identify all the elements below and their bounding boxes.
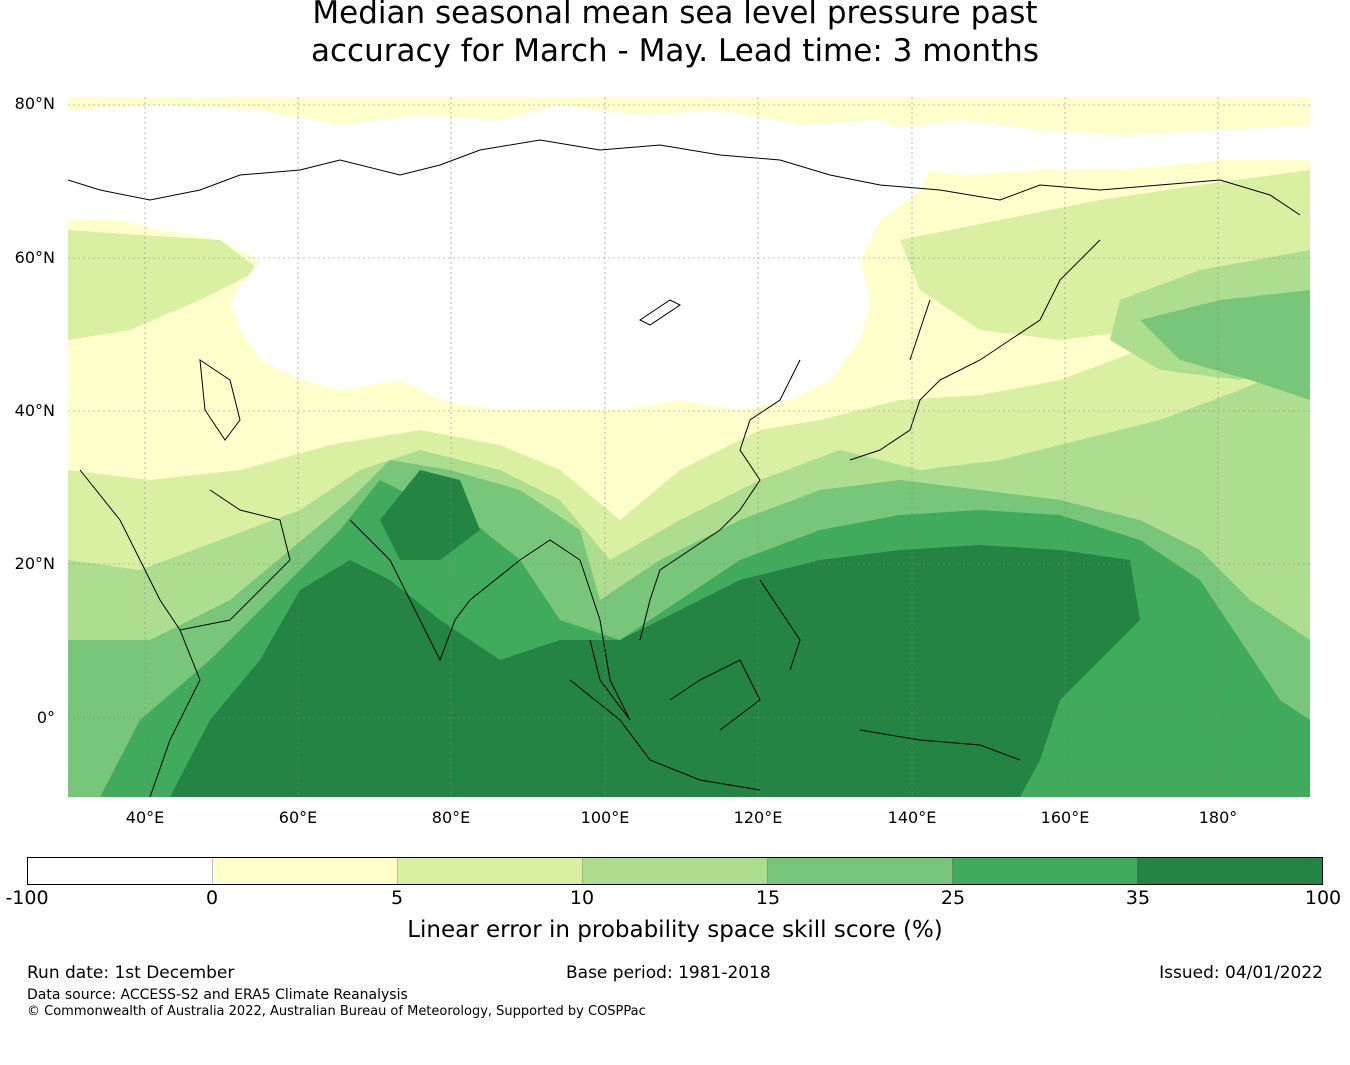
colorbar-tick: 10 [569, 887, 595, 909]
field-band-negative [68, 105, 940, 410]
coastlines [68, 139, 1301, 797]
lat-label-80n: 80°N [14, 94, 55, 113]
coast-kamchatka-japan [849, 239, 1101, 461]
data-source: Data source: ACCESS-S2 and ERA5 Climate … [27, 987, 408, 1003]
coast-caspian [199, 358, 241, 441]
coast-eurasia-north [68, 139, 1301, 216]
base-period: Base period: 1981-2018 [566, 963, 771, 983]
lat-label-20n: 20°N [14, 554, 55, 573]
colorbar [27, 857, 1323, 885]
colorbar-tick: 15 [755, 887, 781, 909]
title-line-1: Median seasonal mean sea level pressure … [312, 0, 1038, 31]
colorbar-tick: 0 [205, 887, 219, 909]
lon-label-60e: 60°E [278, 808, 318, 827]
field-band-15-25-ne [1140, 290, 1310, 400]
colorbar-segment [768, 858, 953, 884]
colorbar-label: Linear error in probability space skill … [407, 917, 943, 943]
run-date: Run date: 1st December [27, 963, 235, 983]
coast-indonesia [569, 579, 1021, 791]
colorbar-tick: 5 [390, 887, 404, 909]
field-band-negative-east [880, 120, 1310, 175]
lon-label-40e: 40°E [125, 808, 165, 827]
lon-label-160e: 160°E [1040, 808, 1090, 827]
copyright: © Commonwealth of Australia 2022, Austra… [27, 1004, 646, 1019]
colorbar-segment [398, 858, 583, 884]
gridlines [68, 97, 1310, 797]
lat-label-40n: 40°N [14, 401, 55, 420]
colorbar-tick: 25 [940, 887, 966, 909]
coast-indochina [579, 559, 631, 721]
coast-india [349, 519, 581, 662]
colorbar-segment [28, 858, 213, 884]
colorbar-tick: 35 [1125, 887, 1151, 909]
skill-field [68, 97, 1310, 797]
colorbar-segment [213, 858, 398, 884]
field-band-35-100-india [380, 470, 480, 560]
colorbar-tick: 100 [1304, 887, 1342, 909]
colorbar-segment [583, 858, 768, 884]
chart-title: Median seasonal mean sea level pressure … [0, 0, 1350, 70]
coast-baikal [639, 299, 681, 326]
lat-label-60n: 60°N [14, 248, 55, 267]
coast-arabia-africa [79, 469, 291, 797]
lat-label-0: 0° [36, 708, 55, 727]
colorbar-segment [953, 858, 1138, 884]
colorbar-tick: -100 [5, 887, 49, 909]
lon-label-80e: 80°E [431, 808, 471, 827]
map-panel: 80°N 60°N 40°N 20°N 0° 40°E 60°E 80°E 10… [14, 94, 1310, 827]
colorbar-segment [1138, 858, 1322, 884]
lon-label-140e: 140°E [887, 808, 937, 827]
coast-china [639, 359, 801, 641]
field-band-5-10-west [68, 230, 260, 340]
title-line-2: accuracy for March - May. Lead time: 3 m… [311, 33, 1039, 69]
lon-label-120e: 120°E [733, 808, 783, 827]
lon-label-180: 180° [1198, 808, 1238, 827]
issued-date: Issued: 04/01/2022 [1159, 963, 1323, 983]
map-svg [68, 97, 1310, 797]
lon-label-100e: 100°E [580, 808, 630, 827]
field-band-35-100 [170, 545, 1140, 797]
